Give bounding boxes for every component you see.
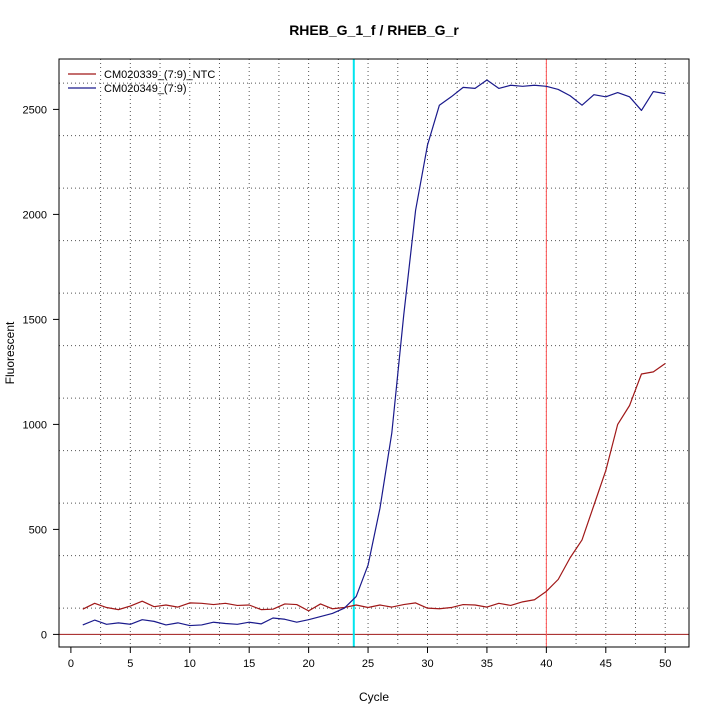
series-line-1 [82, 363, 666, 612]
series-line-2 [82, 79, 666, 627]
x-tick-label: 25 [362, 658, 374, 670]
y-tick-label: 0 [41, 629, 47, 641]
x-tick-label: 20 [302, 658, 314, 670]
x-tick-label: 30 [421, 658, 433, 670]
x-tick-label: 0 [68, 658, 74, 670]
x-axis-label: Cycle [359, 690, 389, 704]
x-tick-label: 35 [481, 658, 493, 670]
x-tick-label: 5 [127, 658, 133, 670]
x-axis: 0 5 10 15 20 25 30 35 40 45 50 [68, 647, 671, 670]
x-tick-label: 40 [540, 658, 552, 670]
x-tick-label: 50 [659, 658, 671, 670]
legend-label-2: CM020349_(7:9) [104, 83, 187, 95]
y-axis-label: Fluorescent [3, 321, 17, 384]
grid-layer [59, 59, 689, 647]
legend: CM020339_(7:9)_NTC CM020349_(7:9) [68, 69, 215, 95]
x-tick-label: 45 [600, 658, 612, 670]
x-tick-label: 15 [243, 658, 255, 670]
legend-label-1: CM020339_(7:9)_NTC [104, 69, 215, 81]
plot-frame [58, 58, 690, 648]
x-tick-label: 10 [184, 658, 196, 670]
y-tick-label: 2000 [23, 209, 47, 221]
y-tick-label: 1500 [23, 314, 47, 326]
y-tick-label: 1000 [23, 419, 47, 431]
y-tick-label: 500 [29, 524, 47, 536]
y-tick-label: 2500 [23, 104, 47, 116]
series-layer [82, 79, 666, 627]
chart-title: RHEB_G_1_f / RHEB_G_r [289, 22, 459, 38]
y-axis: 0 500 1000 1500 2000 2500 [23, 104, 59, 641]
reference-lines [59, 59, 689, 647]
